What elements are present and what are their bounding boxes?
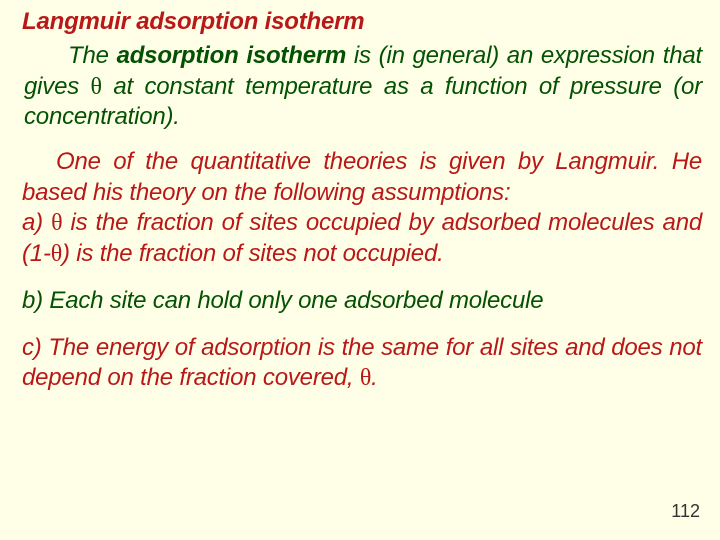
p1-bold: adsorption isotherm bbox=[117, 42, 347, 69]
paragraph-assumption-b: b) Each site can hold only one adsorbed … bbox=[22, 286, 702, 317]
theta-symbol: θ bbox=[360, 365, 371, 391]
theta-symbol: θ bbox=[51, 241, 62, 267]
theta-symbol: θ bbox=[51, 210, 62, 236]
p2-a: One of the quantitative theories is give… bbox=[22, 148, 702, 206]
slide-container: Langmuir adsorption isotherm The adsorpt… bbox=[0, 0, 720, 540]
p1-c: at constant temperature as a function of… bbox=[24, 73, 702, 131]
p2-b1: a) bbox=[22, 209, 51, 236]
paragraph-assumption-a: One of the quantitative theories is give… bbox=[22, 147, 702, 270]
page-number: 112 bbox=[671, 501, 700, 522]
p1-a: The bbox=[68, 42, 117, 69]
p2-b3: ) is the fraction of sites not occupied. bbox=[62, 240, 444, 267]
theta-symbol: θ bbox=[91, 74, 102, 100]
paragraph-definition: The adsorption isotherm is (in general) … bbox=[22, 41, 702, 133]
slide-title: Langmuir adsorption isotherm bbox=[22, 8, 702, 37]
p4-b: . bbox=[371, 364, 377, 391]
paragraph-assumption-c: c) The energy of adsorption is the same … bbox=[22, 333, 702, 394]
